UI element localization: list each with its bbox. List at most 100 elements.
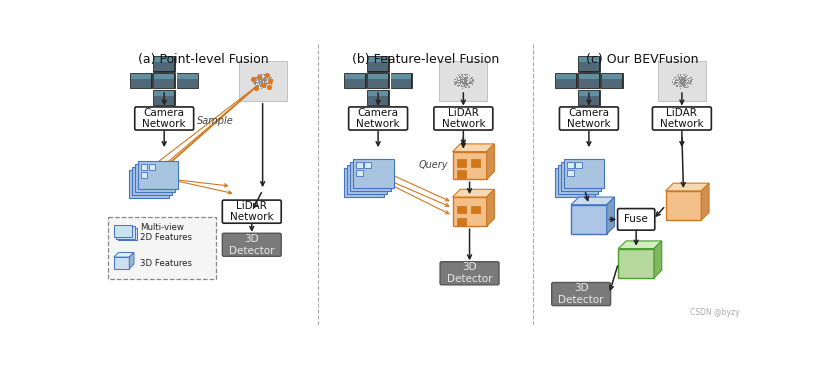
Point bbox=[450, 78, 463, 84]
Point bbox=[262, 84, 276, 90]
Point bbox=[677, 82, 691, 88]
Point bbox=[454, 78, 467, 84]
Point bbox=[257, 72, 271, 78]
Point bbox=[674, 72, 687, 77]
Point bbox=[676, 77, 689, 82]
Point bbox=[459, 80, 472, 86]
Bar bbox=[368, 74, 388, 79]
Point bbox=[447, 81, 461, 87]
Point bbox=[670, 84, 683, 89]
Point bbox=[260, 77, 273, 83]
Bar bbox=[114, 257, 129, 269]
Point bbox=[674, 73, 687, 78]
Point bbox=[266, 78, 279, 84]
Polygon shape bbox=[486, 144, 495, 179]
Point bbox=[460, 82, 473, 88]
Text: Camera
Network: Camera Network bbox=[356, 108, 400, 129]
Point bbox=[457, 81, 470, 87]
Point bbox=[462, 80, 476, 85]
Point bbox=[253, 74, 266, 80]
Point bbox=[679, 73, 692, 79]
Point bbox=[259, 73, 272, 79]
Point bbox=[678, 84, 691, 89]
Point bbox=[460, 73, 473, 79]
Point bbox=[251, 84, 264, 89]
Point bbox=[255, 76, 268, 82]
Point bbox=[676, 75, 689, 81]
Point bbox=[260, 81, 273, 87]
Point bbox=[674, 85, 687, 91]
Point bbox=[465, 77, 478, 83]
Point bbox=[675, 77, 688, 82]
Point bbox=[670, 79, 683, 85]
Point bbox=[683, 74, 696, 80]
Point bbox=[673, 82, 686, 88]
Point bbox=[677, 78, 691, 84]
Point bbox=[252, 76, 266, 82]
Point bbox=[461, 82, 475, 88]
Point bbox=[256, 82, 270, 88]
Point bbox=[464, 75, 477, 81]
Point bbox=[678, 81, 691, 87]
Bar bbox=[471, 205, 481, 213]
Bar bbox=[391, 79, 412, 88]
Point bbox=[679, 73, 692, 79]
Point bbox=[457, 77, 471, 83]
Text: Query: Query bbox=[418, 161, 448, 170]
FancyBboxPatch shape bbox=[559, 107, 618, 130]
Point bbox=[676, 81, 689, 87]
Point bbox=[259, 77, 272, 83]
Point bbox=[674, 78, 687, 84]
Point bbox=[452, 79, 465, 85]
Point bbox=[466, 81, 479, 87]
Point bbox=[457, 76, 471, 82]
Point bbox=[674, 75, 687, 81]
Point bbox=[456, 80, 469, 86]
Bar bbox=[457, 170, 466, 178]
Bar bbox=[141, 172, 147, 178]
Point bbox=[251, 71, 265, 77]
Point bbox=[674, 80, 687, 86]
Point bbox=[459, 78, 472, 84]
Point bbox=[465, 80, 478, 85]
Point bbox=[458, 77, 471, 82]
Point bbox=[676, 74, 690, 80]
Point bbox=[457, 75, 471, 81]
Point bbox=[454, 78, 467, 84]
Point bbox=[668, 77, 681, 83]
Bar bbox=[149, 164, 154, 170]
Point bbox=[678, 79, 691, 85]
Polygon shape bbox=[114, 253, 134, 257]
Point bbox=[673, 78, 686, 84]
Point bbox=[454, 74, 467, 80]
Point bbox=[674, 77, 687, 83]
Point bbox=[671, 74, 685, 80]
Point bbox=[675, 77, 688, 82]
Point bbox=[255, 80, 268, 86]
Point bbox=[681, 80, 695, 86]
Point bbox=[265, 76, 278, 82]
Point bbox=[453, 77, 466, 83]
Point bbox=[248, 81, 261, 87]
Point bbox=[250, 76, 263, 81]
Bar bbox=[457, 205, 466, 213]
Point bbox=[457, 81, 470, 87]
Point bbox=[257, 77, 271, 83]
Point bbox=[671, 76, 685, 82]
Bar bbox=[177, 73, 198, 88]
Polygon shape bbox=[618, 241, 662, 249]
Point bbox=[453, 79, 466, 85]
FancyBboxPatch shape bbox=[222, 200, 281, 223]
Point bbox=[459, 82, 472, 88]
Point bbox=[253, 81, 266, 87]
Point bbox=[455, 77, 468, 83]
Point bbox=[259, 84, 272, 89]
Point bbox=[454, 76, 467, 82]
Point bbox=[677, 76, 691, 82]
Bar bbox=[108, 217, 216, 278]
Point bbox=[672, 75, 686, 81]
Point bbox=[255, 83, 268, 89]
Bar bbox=[457, 159, 466, 167]
Point bbox=[452, 78, 466, 84]
Bar bbox=[367, 73, 389, 88]
